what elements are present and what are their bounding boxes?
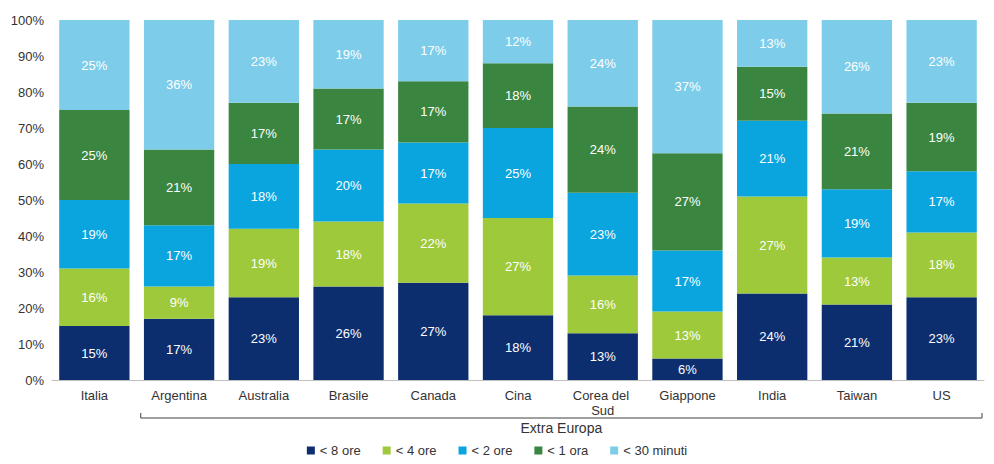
svg-text:40%: 40%: [18, 229, 44, 244]
svg-text:17%: 17%: [336, 112, 362, 127]
svg-text:23%: 23%: [251, 331, 277, 346]
svg-text:21%: 21%: [844, 335, 870, 350]
svg-text:9%: 9%: [170, 295, 189, 310]
svg-text:< 1 ora: < 1 ora: [547, 443, 589, 458]
svg-text:21%: 21%: [844, 144, 870, 159]
svg-text:18%: 18%: [505, 88, 531, 103]
svg-text:17%: 17%: [420, 104, 446, 119]
svg-text:21%: 21%: [759, 151, 785, 166]
svg-text:50%: 50%: [18, 193, 44, 208]
svg-text:15%: 15%: [759, 86, 785, 101]
svg-text:Italia: Italia: [81, 388, 109, 403]
svg-text:80%: 80%: [18, 85, 44, 100]
svg-text:13%: 13%: [590, 349, 616, 364]
svg-text:< 8 ore: < 8 ore: [320, 443, 361, 458]
svg-text:90%: 90%: [18, 49, 44, 64]
svg-text:17%: 17%: [420, 43, 446, 58]
svg-text:24%: 24%: [590, 142, 616, 157]
svg-text:13%: 13%: [674, 328, 700, 343]
svg-text:12%: 12%: [505, 34, 531, 49]
svg-text:17%: 17%: [166, 342, 192, 357]
svg-text:19%: 19%: [81, 227, 107, 242]
svg-text:25%: 25%: [81, 58, 107, 73]
svg-text:< 2 ore: < 2 ore: [472, 443, 513, 458]
svg-text:19%: 19%: [929, 130, 955, 145]
svg-text:30%: 30%: [18, 265, 44, 280]
svg-text:13%: 13%: [844, 274, 870, 289]
svg-text:25%: 25%: [81, 148, 107, 163]
svg-text:Corea del: Corea del: [573, 388, 633, 403]
svg-text:37%: 37%: [674, 79, 700, 94]
svg-text:25%: 25%: [505, 166, 531, 181]
svg-text:US: US: [933, 388, 951, 403]
svg-text:23%: 23%: [251, 54, 277, 69]
svg-text:21%: 21%: [166, 180, 192, 195]
svg-text:23%: 23%: [929, 331, 955, 346]
svg-text:Extra Europa: Extra Europa: [521, 420, 603, 436]
svg-text:19%: 19%: [251, 256, 277, 271]
svg-text:26%: 26%: [844, 59, 870, 74]
svg-text:19%: 19%: [336, 47, 362, 62]
svg-text:10%: 10%: [18, 337, 44, 352]
svg-text:26%: 26%: [336, 326, 362, 341]
svg-text:Cina: Cina: [505, 388, 533, 403]
svg-text:100%: 100%: [11, 13, 45, 28]
svg-text:Canada: Canada: [410, 388, 456, 403]
svg-text:27%: 27%: [420, 324, 446, 339]
svg-text:Giappone: Giappone: [659, 388, 715, 403]
svg-text:60%: 60%: [18, 157, 44, 172]
svg-text:17%: 17%: [420, 166, 446, 181]
svg-text:22%: 22%: [420, 236, 446, 251]
svg-text:18%: 18%: [929, 257, 955, 272]
svg-text:17%: 17%: [251, 126, 277, 141]
svg-text:20%: 20%: [18, 301, 44, 316]
svg-text:Taiwan: Taiwan: [837, 388, 877, 403]
svg-text:16%: 16%: [81, 290, 107, 305]
svg-text:23%: 23%: [590, 227, 616, 242]
svg-text:24%: 24%: [590, 56, 616, 71]
svg-text:27%: 27%: [759, 238, 785, 253]
svg-text:15%: 15%: [81, 346, 107, 361]
svg-text:Brasile: Brasile: [329, 388, 369, 403]
svg-text:18%: 18%: [336, 247, 362, 262]
svg-text:17%: 17%: [674, 274, 700, 289]
svg-text:Argentina: Argentina: [151, 388, 207, 403]
svg-text:70%: 70%: [18, 121, 44, 136]
svg-text:13%: 13%: [759, 36, 785, 51]
svg-text:18%: 18%: [505, 340, 531, 355]
svg-text:17%: 17%: [929, 194, 955, 209]
svg-text:20%: 20%: [336, 178, 362, 193]
svg-text:27%: 27%: [674, 194, 700, 209]
svg-text:6%: 6%: [678, 362, 697, 377]
svg-text:< 4 ore: < 4 ore: [396, 443, 437, 458]
svg-text:Australia: Australia: [239, 388, 290, 403]
svg-text:0%: 0%: [25, 373, 44, 388]
svg-text:23%: 23%: [929, 54, 955, 69]
svg-text:18%: 18%: [251, 189, 277, 204]
svg-text:27%: 27%: [505, 259, 531, 274]
svg-text:India: India: [758, 388, 787, 403]
svg-text:16%: 16%: [590, 297, 616, 312]
svg-text:36%: 36%: [166, 77, 192, 92]
svg-text:24%: 24%: [759, 329, 785, 344]
svg-text:17%: 17%: [166, 248, 192, 263]
svg-text:Sud: Sud: [591, 403, 614, 418]
svg-text:19%: 19%: [844, 216, 870, 231]
svg-text:< 30 minuti: < 30 minuti: [623, 443, 687, 458]
